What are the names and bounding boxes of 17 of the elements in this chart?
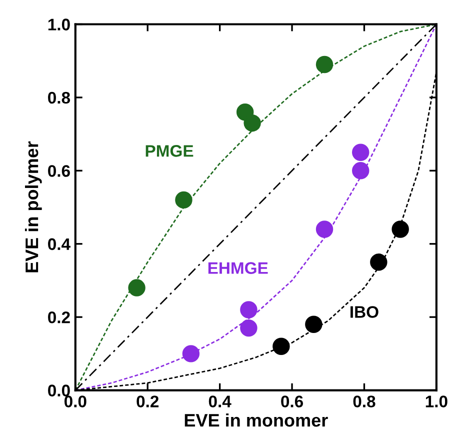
x-tick-label: 0.6 [281,396,304,408]
series-label: EHMGE [208,262,268,274]
x-axis-title: EVE in monomer [184,413,328,427]
text: PMGE [146,145,194,157]
x-tick-label: 0.2 [136,396,159,408]
y-tick-label: 0.6 [48,165,70,177]
y-tick-label: 1.0 [48,18,70,30]
y-tick-label: 0.0 [48,384,70,396]
x-tick-label: 0.8 [353,396,376,408]
x-tick-label: 1.0 [426,396,448,408]
y-tick-label: 0.4 [48,238,70,250]
y-tick-label: 0.2 [48,311,70,324]
x-tick-label: 0.4 [208,396,232,408]
series-label: IBO [350,306,378,318]
y-tick-label: 0.8 [48,92,70,104]
x-tick-label: 0.0 [64,396,86,408]
y-axis-title: EVE in polymer [24,141,42,272]
